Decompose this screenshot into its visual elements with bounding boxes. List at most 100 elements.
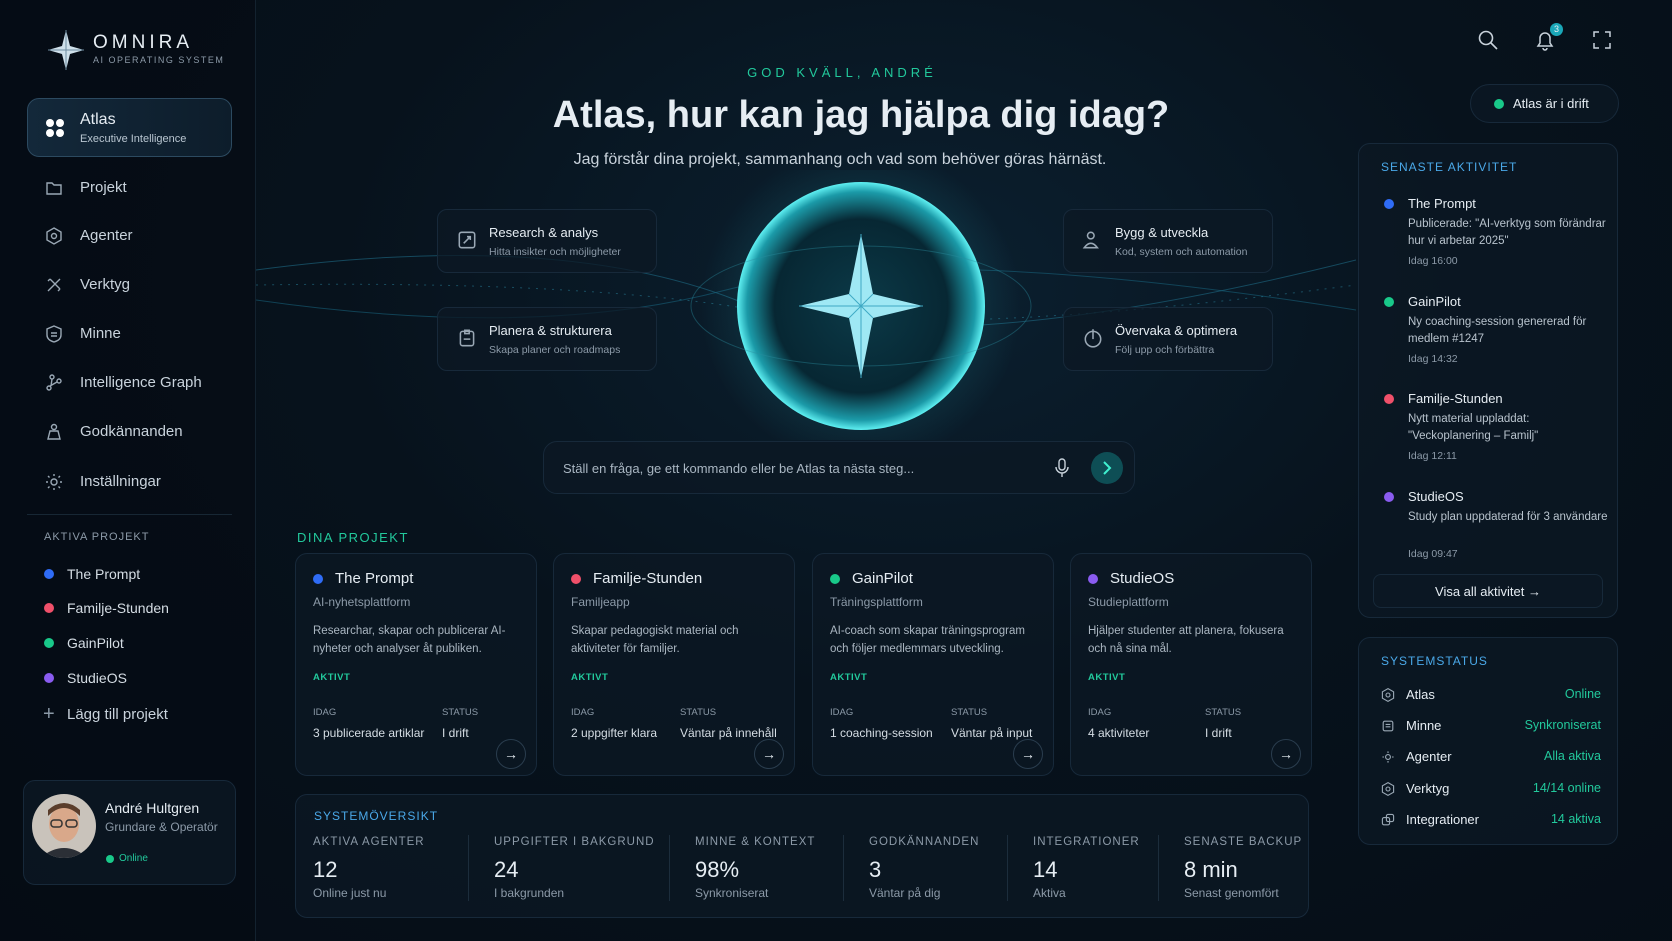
action-description: Kod, system och automation: [1115, 246, 1248, 258]
nav-item[interactable]: Minne: [80, 325, 121, 342]
status-icon: [1380, 749, 1396, 770]
nav-icon: [44, 275, 64, 300]
activity-name: GainPilot: [1408, 294, 1461, 309]
system-status-heading: SYSTEMSTATUS: [1381, 654, 1488, 668]
project-link[interactable]: StudieOS: [67, 670, 127, 686]
activity-dot: [1384, 297, 1394, 307]
card-today: 2 uppgifter klara: [571, 726, 658, 740]
card-dot: [830, 574, 840, 584]
nav-item[interactable]: Agenter: [80, 227, 133, 244]
activity-button-text[interactable]: Visa all aktivitet: [1435, 584, 1525, 599]
card-dot: [313, 574, 323, 584]
card-open[interactable]: →: [754, 739, 784, 769]
send-button[interactable]: [1090, 451, 1124, 485]
action-icon: [456, 229, 478, 256]
nav-icon: [44, 422, 64, 447]
logo: [48, 30, 84, 70]
action-icon-svg: [459, 329, 475, 347]
activity-button[interactable]: [1373, 574, 1603, 608]
card-state-label: STATUS: [442, 707, 479, 718]
activity-name: The Prompt: [1408, 196, 1476, 211]
card-description: Skapar pedagogiskt material och aktivite…: [571, 625, 739, 655]
activity-name: Familje-Stunden: [1408, 391, 1503, 406]
hero-subtitle: Jag förstår dina projekt, sammanhang och…: [573, 151, 1107, 168]
card-name: The Prompt: [335, 570, 414, 587]
card-description: Hjälper studenter att planera, fokusera …: [1088, 625, 1284, 655]
activity-text: Ny coaching-session genererad för medlem…: [1408, 316, 1587, 345]
project-link[interactable]: Familje-Stunden: [67, 600, 169, 616]
status-name: Minne: [1406, 718, 1442, 733]
overview-panel: [295, 794, 1309, 918]
overview-note: Aktiva: [1033, 886, 1066, 900]
status-name: Verktyg: [1406, 781, 1450, 796]
action-card[interactable]: [437, 209, 657, 273]
activity-name: StudieOS: [1408, 489, 1464, 504]
mic-icon[interactable]: [1054, 457, 1070, 479]
project-link[interactable]: GainPilot: [67, 635, 124, 651]
nav-item[interactable]: Verktyg: [80, 276, 131, 293]
card-state: Väntar på input: [951, 726, 1033, 740]
overview-note: Synkroniserat: [695, 886, 769, 900]
nav-icon-svg: [46, 227, 62, 245]
activity-button-label[interactable]: Visa all aktivitet →: [1435, 584, 1541, 599]
prompt-input[interactable]: [543, 441, 1135, 494]
card-state: I drift: [442, 726, 469, 740]
nav-item[interactable]: Inställningar: [80, 473, 161, 490]
bell-icon[interactable]: [1533, 29, 1557, 53]
card-open[interactable]: →: [496, 739, 526, 769]
project-link[interactable]: The Prompt: [67, 566, 141, 582]
status-name: Atlas: [1406, 687, 1435, 702]
status-dot: [1494, 99, 1504, 109]
project-dot: [44, 603, 54, 613]
status-icon-svg: [1382, 751, 1394, 763]
overview-divider: [669, 835, 670, 901]
expand-icon[interactable]: [1591, 29, 1613, 51]
active-nav[interactable]: [27, 98, 232, 157]
atlas-icon: [46, 119, 64, 137]
divider: [27, 514, 232, 515]
project-card: [295, 553, 537, 776]
status-icon-svg: [1382, 720, 1394, 732]
card-status: AKTIVT: [571, 672, 609, 683]
activity-time: Idag 16:00: [1408, 255, 1458, 267]
card-state: I drift: [1205, 726, 1232, 740]
card-type: Studieplattform: [1088, 595, 1169, 609]
action-icon: [456, 327, 478, 354]
card-state-label: STATUS: [680, 707, 717, 718]
activity-text: Study plan uppdaterad för 3 användare: [1408, 511, 1608, 523]
card-open[interactable]: →: [1013, 739, 1043, 769]
status-icon: [1380, 781, 1396, 802]
plus-icon: +: [43, 703, 55, 725]
activity-heading: SENASTE AKTIVITET: [1381, 160, 1518, 174]
overview-label: MINNE & KONTEXT: [695, 836, 816, 848]
active-title: Atlas: [80, 111, 116, 128]
nav-item[interactable]: Godkännanden: [80, 423, 183, 440]
overview-value: 24: [494, 857, 519, 882]
status-name: Integrationer: [1406, 812, 1479, 827]
card-open[interactable]: →: [1271, 739, 1301, 769]
user-role: Grundare & Operatör: [105, 820, 218, 834]
add-project[interactable]: Lägg till projekt: [67, 706, 168, 723]
activity-dot: [1384, 199, 1394, 209]
project-card: [812, 553, 1054, 776]
user-name: André Hultgren: [105, 800, 200, 816]
action-card[interactable]: [1063, 209, 1273, 273]
action-description: Skapa planer och roadmaps: [489, 344, 621, 356]
project-dot: [44, 638, 54, 648]
avatar: [32, 794, 96, 858]
overview-value: 98%: [695, 857, 740, 882]
card-description: Researchar, skapar och publicerar AI-nyh…: [313, 625, 506, 655]
overview-divider: [468, 835, 469, 901]
notification-badge: 3: [1550, 23, 1563, 36]
action-title: Planera & strukturera: [489, 323, 612, 338]
project-dot: [44, 673, 54, 683]
search-icon[interactable]: [1477, 29, 1499, 51]
action-card[interactable]: [1063, 307, 1273, 371]
activity-dot: [1384, 394, 1394, 404]
nav-icon-svg: [46, 374, 62, 391]
action-description: Följ upp och förbättra: [1115, 344, 1215, 356]
nav-item[interactable]: Projekt: [80, 179, 127, 196]
activity-time: Idag 09:47: [1408, 548, 1458, 560]
nav-item[interactable]: Intelligence Graph: [80, 374, 202, 391]
